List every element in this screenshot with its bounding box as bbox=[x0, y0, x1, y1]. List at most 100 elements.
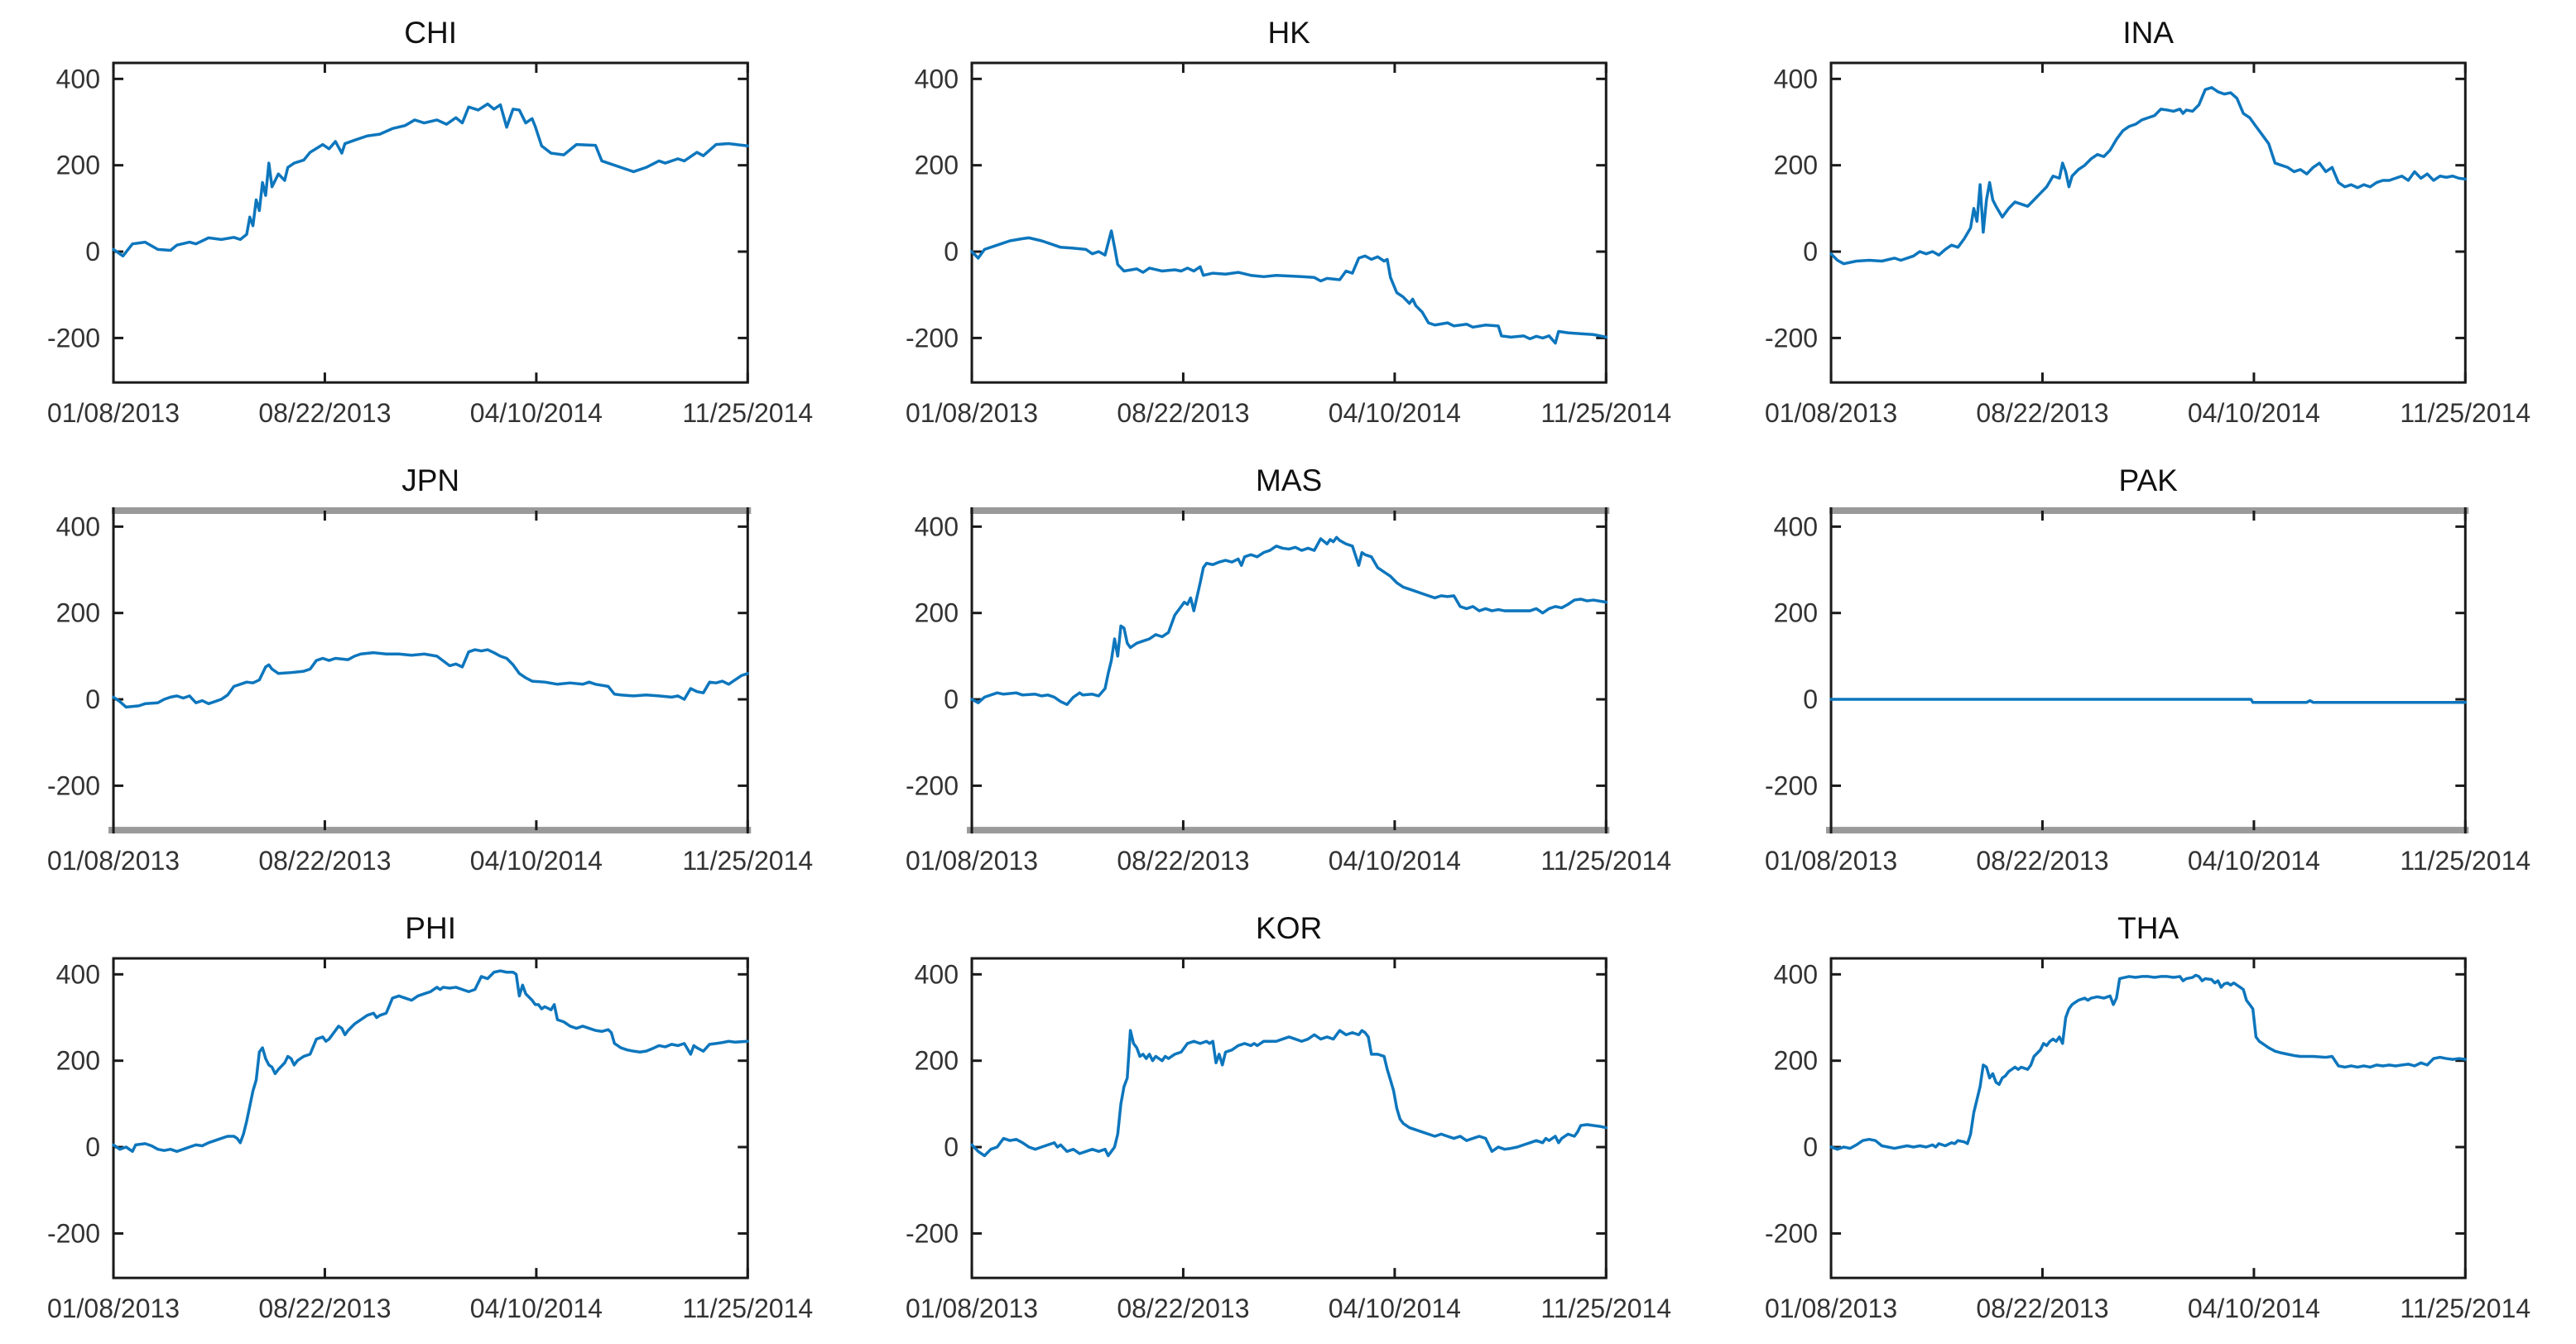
y-tick-label: -200 bbox=[906, 1219, 959, 1249]
y-tick-label: 200 bbox=[915, 598, 959, 628]
chart-title: PAK bbox=[2118, 463, 2178, 497]
x-tick-label: 04/10/2014 bbox=[1329, 1294, 1461, 1324]
x-tick-label: 04/10/2014 bbox=[2187, 1294, 2319, 1324]
chart-pak: PAK 01/08/2013 08/22/2013 04/10/2014 11/25/2… bbox=[1718, 448, 2576, 895]
series-line bbox=[112, 969, 750, 1154]
chart-svg: HK 01/08/2013 08/22/2013 04/10/2014 11/25/20… bbox=[906, 15, 1672, 428]
y-tick-label: 200 bbox=[1773, 151, 1817, 180]
y-tick-label: -200 bbox=[906, 323, 959, 353]
y-tick-label: 0 bbox=[944, 1132, 959, 1162]
chart-svg: JPN 01/08/2013 08/22/2013 04/10/2014 11/25/2… bbox=[47, 463, 813, 876]
y-tick-label: 200 bbox=[1773, 598, 1817, 628]
y-tick-label: 200 bbox=[56, 151, 100, 180]
series-line bbox=[970, 535, 1608, 707]
x-tick-label: 01/08/2013 bbox=[1765, 1294, 1897, 1324]
chart-title: CHI bbox=[404, 15, 457, 50]
y-tick-label: 200 bbox=[56, 1046, 100, 1076]
y-tick-label: 0 bbox=[1803, 684, 1818, 714]
chart-kor: KOR 01/08/2013 08/22/2013 04/10/2014 11/25/2… bbox=[858, 895, 1717, 1343]
chart-tha: THA 01/08/2013 08/22/2013 04/10/2014 11/25/2… bbox=[1718, 895, 2576, 1343]
x-tick-label: 01/08/2013 bbox=[906, 1294, 1038, 1324]
chart-phi: PHI 01/08/2013 08/22/2013 04/10/2014 11/25/2… bbox=[0, 895, 858, 1343]
chart-svg: MAS 01/08/2013 08/22/2013 04/10/2014 11/25/2… bbox=[906, 463, 1672, 876]
x-tick-label: 08/22/2013 bbox=[1976, 398, 2108, 428]
x-tick-label: 08/22/2013 bbox=[1117, 398, 1250, 428]
chart-title: THA bbox=[2117, 910, 2179, 945]
x-tick-label: 04/10/2014 bbox=[470, 1294, 603, 1324]
y-tick-label: 400 bbox=[1773, 960, 1817, 990]
x-tick-label: 08/22/2013 bbox=[1976, 1294, 2108, 1324]
x-tick-label: 01/08/2013 bbox=[47, 846, 180, 876]
chart-title: MAS bbox=[1256, 463, 1322, 497]
x-tick-label: 01/08/2013 bbox=[906, 398, 1038, 428]
x-tick-label: 08/22/2013 bbox=[258, 398, 391, 428]
chart-title: KOR bbox=[1256, 910, 1322, 945]
y-tick-label: 200 bbox=[1773, 1046, 1817, 1076]
y-tick-label: 0 bbox=[944, 684, 959, 714]
chart-svg: CHI 01/08/2013 08/22/2013 04/10/2014 11/25/2… bbox=[47, 15, 813, 428]
chart-svg: THA 01/08/2013 08/22/2013 04/10/2014 11/25/2… bbox=[1765, 910, 2530, 1324]
y-tick-label: 0 bbox=[1803, 1132, 1818, 1162]
x-tick-label: 01/08/2013 bbox=[47, 398, 180, 428]
x-tick-label: 11/25/2014 bbox=[682, 1294, 813, 1324]
chart-mas: MAS 01/08/2013 08/22/2013 04/10/2014 11/25/2… bbox=[858, 448, 1717, 895]
chart-hk: HK 01/08/2013 08/22/2013 04/10/2014 11/25/20… bbox=[858, 0, 1717, 448]
chart-title: PHI bbox=[405, 910, 456, 945]
x-tick-label: 04/10/2014 bbox=[470, 398, 603, 428]
x-tick-label: 04/10/2014 bbox=[2187, 398, 2319, 428]
chart-jpn: JPN 01/08/2013 08/22/2013 04/10/2014 11/25/2… bbox=[0, 448, 858, 895]
x-tick-label: 01/08/2013 bbox=[47, 1294, 180, 1324]
x-tick-label: 11/25/2014 bbox=[1541, 398, 1672, 428]
plot-box bbox=[1829, 61, 2467, 384]
y-tick-label: -200 bbox=[1765, 1219, 1818, 1249]
series-line bbox=[112, 648, 750, 709]
y-tick-label: 400 bbox=[56, 960, 100, 990]
x-tick-label: 11/25/2014 bbox=[682, 398, 813, 428]
series-line bbox=[1829, 973, 2467, 1151]
chart-title: INA bbox=[2122, 15, 2174, 50]
y-tick-label: 400 bbox=[915, 64, 959, 94]
x-tick-label: 01/08/2013 bbox=[1765, 846, 1897, 876]
chart-title: JPN bbox=[401, 463, 459, 497]
y-tick-label: 400 bbox=[1773, 512, 1817, 542]
chart-title: HK bbox=[1268, 15, 1311, 50]
y-tick-label: 200 bbox=[915, 1046, 959, 1076]
x-tick-label: 08/22/2013 bbox=[1117, 1294, 1250, 1324]
y-tick-label: 400 bbox=[1773, 64, 1817, 94]
x-tick-label: 04/10/2014 bbox=[1329, 398, 1461, 428]
x-tick-label: 11/25/2014 bbox=[2400, 1294, 2530, 1324]
x-tick-label: 08/22/2013 bbox=[258, 846, 391, 876]
series-line bbox=[112, 102, 750, 258]
y-tick-label: 200 bbox=[56, 598, 100, 628]
x-tick-label: 04/10/2014 bbox=[2187, 846, 2319, 876]
y-tick-label: -200 bbox=[1765, 323, 1818, 353]
chart-svg: KOR 01/08/2013 08/22/2013 04/10/2014 11/25/2… bbox=[906, 910, 1672, 1324]
chart-svg: INA 01/08/2013 08/22/2013 04/10/2014 11/25/2… bbox=[1765, 15, 2530, 428]
y-tick-label: -200 bbox=[47, 771, 100, 801]
x-tick-label: 04/10/2014 bbox=[470, 846, 603, 876]
x-tick-label: 11/25/2014 bbox=[2400, 398, 2530, 428]
plot-box bbox=[112, 957, 749, 1279]
y-tick-label: 0 bbox=[85, 684, 100, 714]
x-tick-label: 11/25/2014 bbox=[1541, 1294, 1672, 1324]
chart-ina: INA 01/08/2013 08/22/2013 04/10/2014 11/25/2… bbox=[1718, 0, 2576, 448]
x-tick-label: 11/25/2014 bbox=[1541, 846, 1672, 876]
series-line bbox=[1829, 85, 2467, 266]
x-tick-label: 08/22/2013 bbox=[1117, 846, 1250, 876]
y-tick-label: -200 bbox=[1765, 771, 1818, 801]
y-tick-label: 400 bbox=[56, 512, 100, 542]
chart-svg: PAK 01/08/2013 08/22/2013 04/10/2014 11/25/2… bbox=[1765, 463, 2530, 876]
y-tick-label: 400 bbox=[915, 512, 959, 542]
y-tick-label: 400 bbox=[915, 960, 959, 990]
x-tick-label: 11/25/2014 bbox=[682, 846, 813, 876]
x-tick-label: 01/08/2013 bbox=[906, 846, 1038, 876]
x-tick-label: 08/22/2013 bbox=[1976, 846, 2108, 876]
x-tick-label: 04/10/2014 bbox=[1329, 846, 1461, 876]
x-tick-label: 11/25/2014 bbox=[2400, 846, 2530, 876]
y-tick-label: 200 bbox=[915, 151, 959, 180]
series-line bbox=[970, 1029, 1608, 1158]
chart-chi: CHI 01/08/2013 08/22/2013 04/10/2014 11/25/2… bbox=[0, 0, 858, 448]
plot-box bbox=[112, 61, 749, 384]
y-tick-label: -200 bbox=[906, 771, 959, 801]
